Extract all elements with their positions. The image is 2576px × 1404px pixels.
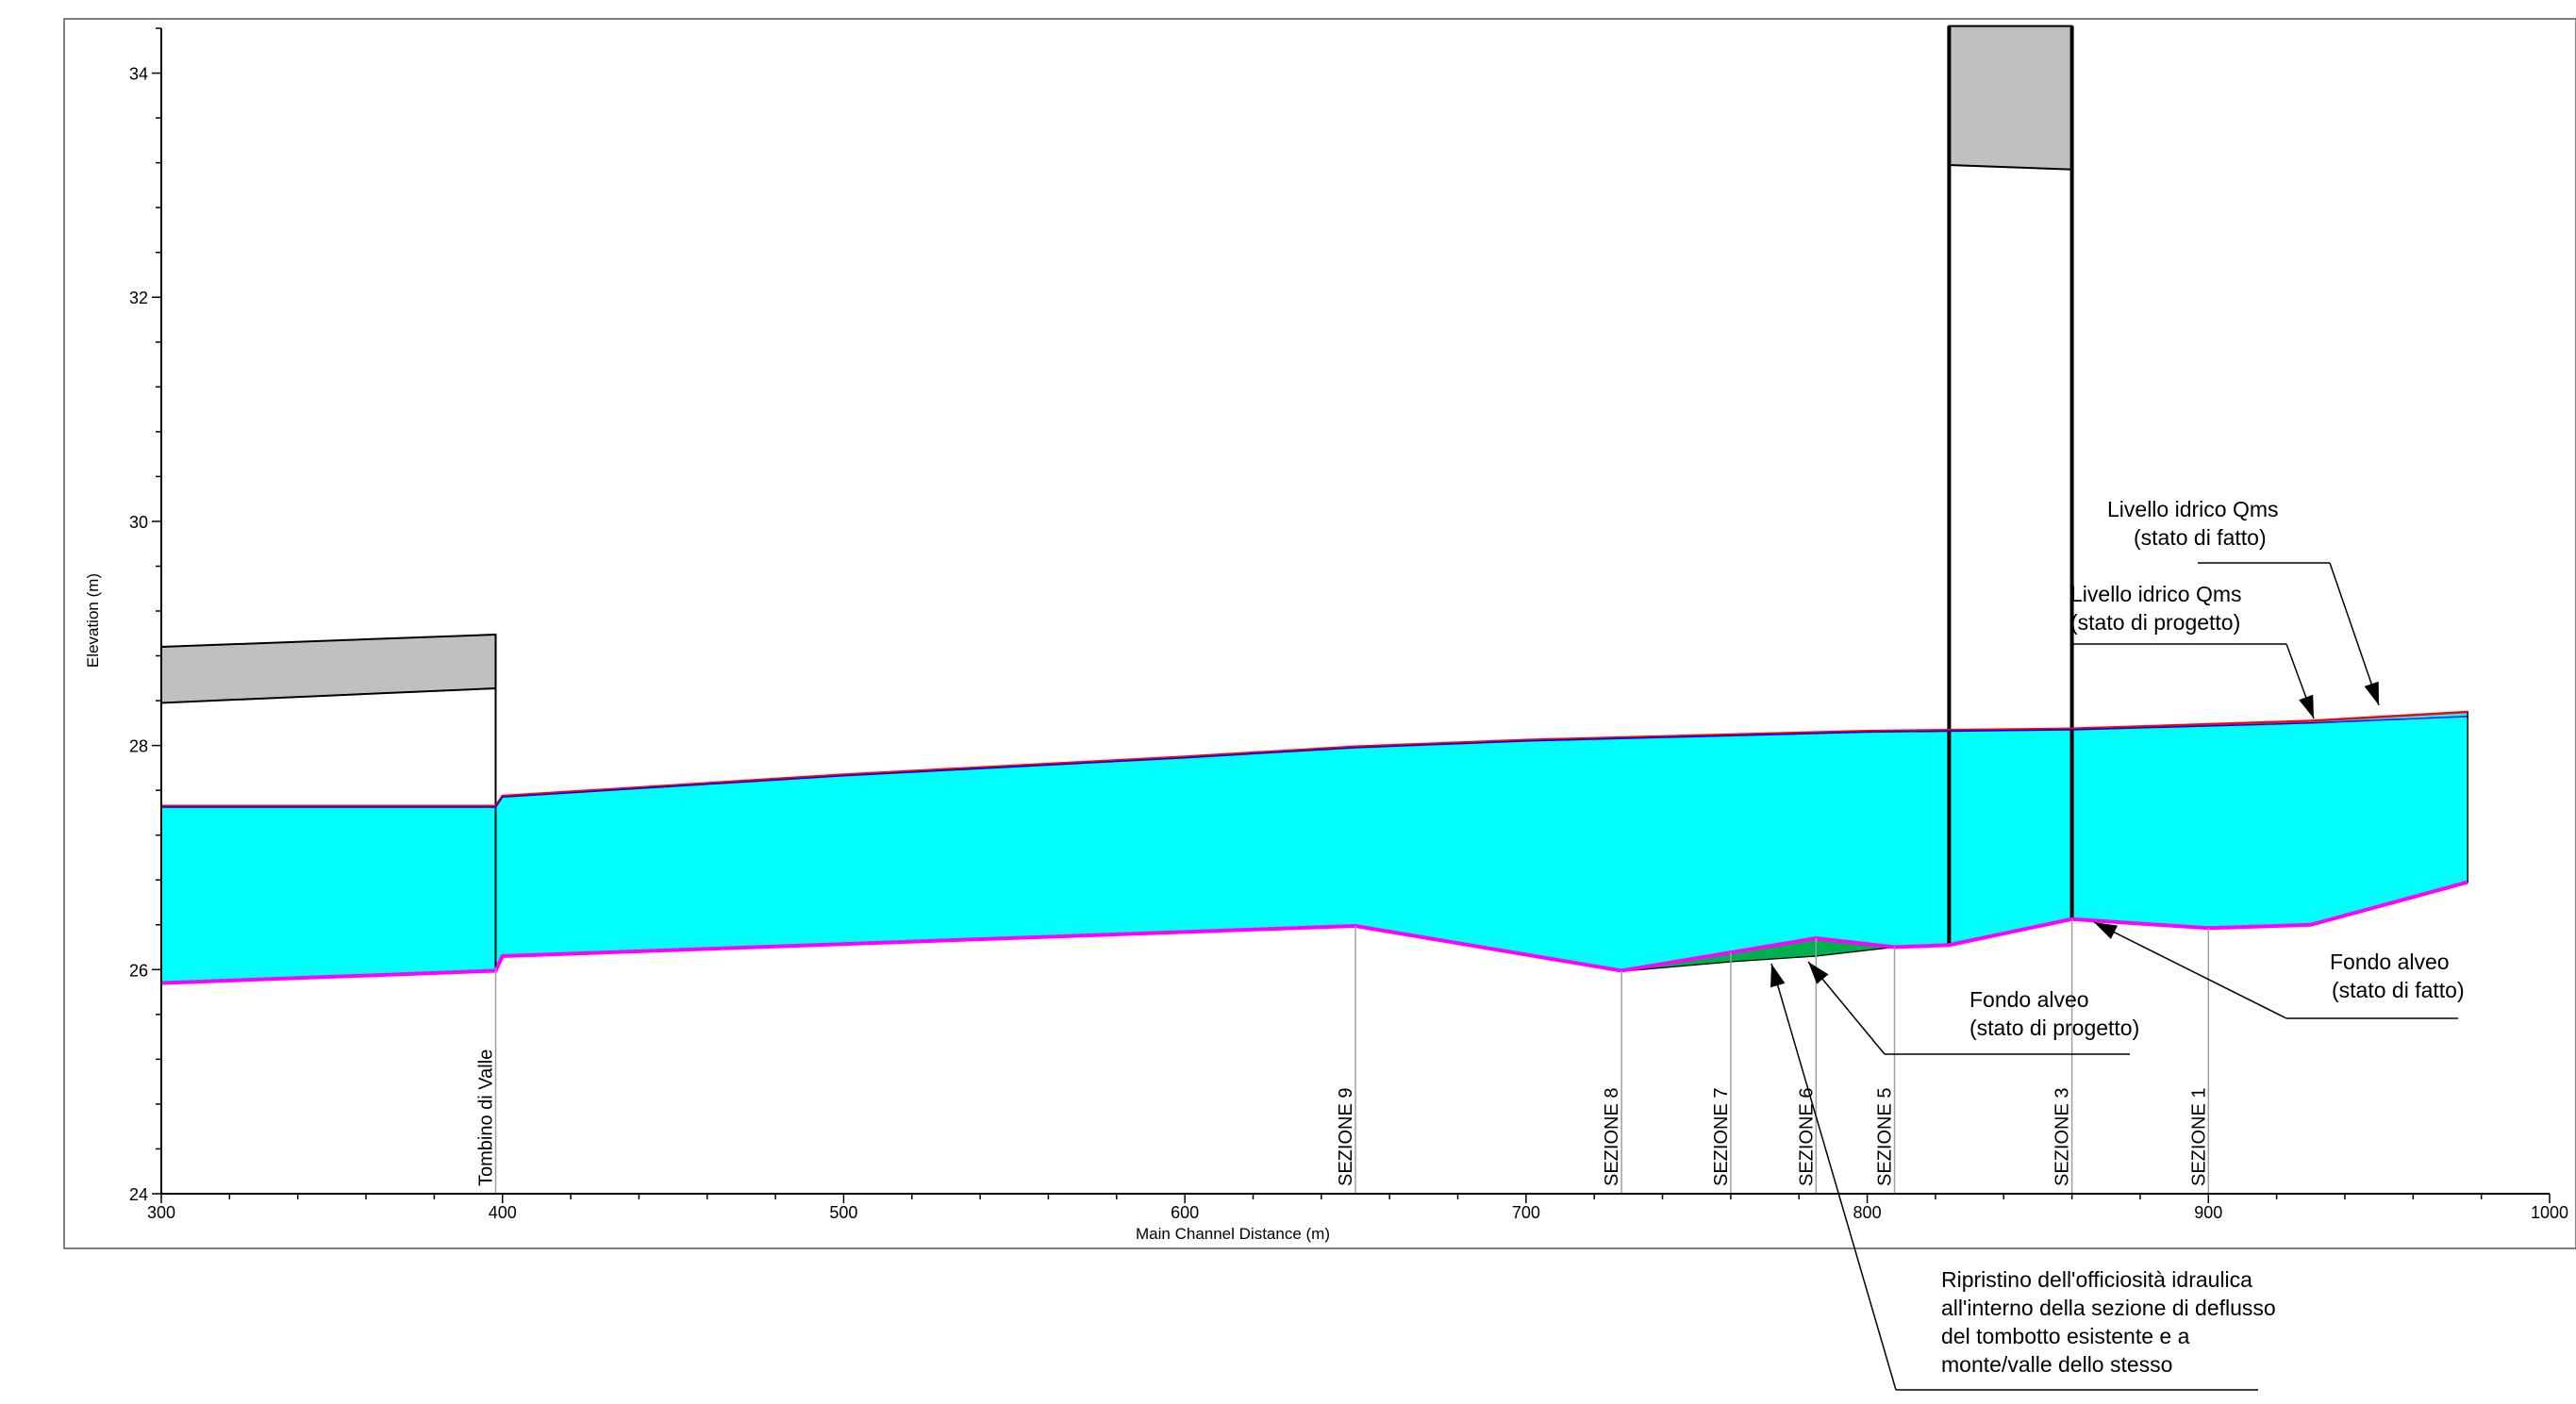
annotation-text: (stato di fatto) bbox=[2332, 978, 2465, 1002]
annotation-text: Fondo alveo bbox=[1969, 987, 2089, 1012]
section-label: Tombino di Valle bbox=[475, 1049, 496, 1186]
annotation-bed_existing_note: Fondo alveo (stato di fatto) bbox=[2093, 921, 2465, 1019]
annotation-text: Ripristino dell'officiosità idraulica bbox=[1941, 1267, 2252, 1292]
x-tick-label: 600 bbox=[1171, 1203, 1199, 1222]
culvert-deck-tombotto-monte bbox=[1948, 25, 2073, 171]
axes-layer: 300 400 500 600 700 800 900 1000 24 26 28 30 32 34 Mai… bbox=[84, 27, 2568, 1243]
annotation-text: (stato di fatto) bbox=[2134, 525, 2267, 550]
annotation-bed_project_note: Fondo alveo (stato di progetto) bbox=[1807, 961, 2139, 1055]
annotation-text: Livello idrico Qms bbox=[2107, 497, 2279, 521]
water-area bbox=[160, 711, 2468, 984]
annotation-text: Livello idrico Qms bbox=[2070, 582, 2242, 606]
y-tick-label: 32 bbox=[129, 289, 148, 307]
section-label: SEZIONE 5 bbox=[1875, 1088, 1896, 1186]
x-tick-label: 900 bbox=[2194, 1203, 2222, 1222]
annotation-leader bbox=[2093, 921, 2287, 1019]
profile-lines-layer bbox=[160, 710, 2468, 985]
culvert-deck-tombino-valle bbox=[160, 633, 497, 704]
annotation-text: del tombotto esistente e a bbox=[1941, 1324, 2190, 1348]
annotations-layer: Livello idrico Qms(stato di fatto)Livell… bbox=[1770, 497, 2465, 1391]
plot-frame bbox=[63, 18, 2576, 1249]
y-tick-label: 28 bbox=[129, 737, 148, 756]
section-label: SEZIONE 1 bbox=[2188, 1088, 2209, 1186]
bed-existing-line bbox=[160, 880, 2468, 985]
annotation-text: Fondo alveo bbox=[2330, 950, 2450, 974]
section-lines-layer: Tombino di Valle SEZIONE 9 SEZIONE 8 SEZION… bbox=[475, 918, 2209, 1194]
x-tick-label: 400 bbox=[489, 1203, 517, 1222]
annotation-text: monte/valle dello stesso bbox=[1941, 1352, 2172, 1377]
x-tick-label: 500 bbox=[829, 1203, 857, 1222]
annotation-restoration_note: Ripristino dell'officiosità idraulica all… bbox=[1770, 963, 2276, 1391]
annotation-arrowhead bbox=[2299, 694, 2314, 719]
annotation-leader bbox=[2329, 562, 2380, 706]
y-tick-label: 30 bbox=[129, 513, 148, 532]
annotation-text: (stato di progetto) bbox=[1969, 1016, 2139, 1040]
section-label: SEZIONE 6 bbox=[1796, 1088, 1817, 1186]
annotation-ws_existing: Livello idrico Qms (stato di fatto) bbox=[2107, 497, 2380, 706]
x-tick-label: 1000 bbox=[2531, 1203, 2568, 1222]
annotation-arrowhead bbox=[1770, 964, 1786, 988]
annotation-text: all'interno della sezione di deflusso bbox=[1941, 1296, 2276, 1320]
section-label: SEZIONE 9 bbox=[1336, 1088, 1356, 1186]
annotation-arrowhead bbox=[2094, 922, 2119, 939]
x-tick-label: 300 bbox=[147, 1203, 175, 1222]
x-tick-label: 700 bbox=[1512, 1203, 1540, 1222]
annotation-ws_project: Livello idrico Qms (stato di progetto) bbox=[2070, 582, 2315, 719]
y-tick-label: 26 bbox=[129, 961, 148, 980]
annotation-arrowhead bbox=[2364, 681, 2379, 705]
section-label: SEZIONE 8 bbox=[1602, 1088, 1622, 1186]
culvert-structures-layer bbox=[160, 25, 2074, 971]
y-tick-label: 34 bbox=[129, 65, 148, 84]
annotation-leader bbox=[1770, 963, 1897, 1391]
annotation-arrowhead bbox=[1808, 962, 1829, 984]
x-axis-label: Main Channel Distance (m) bbox=[1136, 1225, 1330, 1243]
water-area-layer bbox=[160, 711, 2468, 984]
section-label: SEZIONE 7 bbox=[1711, 1088, 1732, 1186]
y-tick-label: 24 bbox=[129, 1185, 148, 1204]
section-label: SEZIONE 3 bbox=[2052, 1088, 2073, 1186]
y-axis-label: Elevation (m) bbox=[84, 573, 102, 668]
water-surface-project-line bbox=[161, 715, 2468, 808]
x-tick-label: 800 bbox=[1853, 1203, 1882, 1222]
annotation-text: (stato di progetto) bbox=[2070, 610, 2240, 635]
